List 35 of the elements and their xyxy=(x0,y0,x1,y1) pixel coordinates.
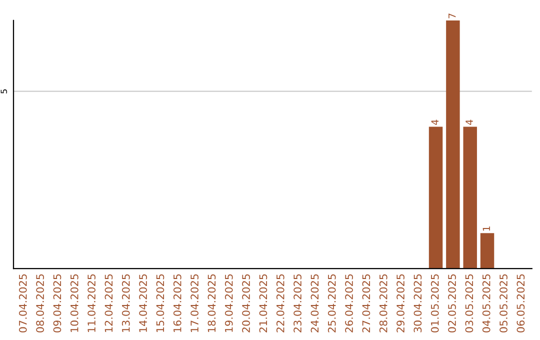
x-tick-label: 12.04.2025 xyxy=(104,274,113,332)
data-label: 7 xyxy=(448,14,456,18)
x-tick-label: 18.04.2025 xyxy=(208,274,216,332)
x-tick-label: 17.04.2025 xyxy=(190,274,198,332)
x-tick-label: 02.05.2025 xyxy=(448,274,456,332)
x-tick-label: 29.04.2025 xyxy=(396,274,404,332)
x-tick-label: 09.04.2025 xyxy=(53,274,62,332)
x-tick-label: 01.05.2025 xyxy=(430,274,439,332)
x-tick-label: 14.04.2025 xyxy=(139,274,147,332)
x-tick-label: 25.04.2025 xyxy=(328,274,336,332)
x-tick-label: 19.04.2025 xyxy=(224,274,233,332)
data-label: 4 xyxy=(431,120,438,125)
x-tick-label: 21.04.2025 xyxy=(259,274,268,332)
x-tick-label: 03.05.2025 xyxy=(465,274,474,332)
x-tick-label: 05.05.2025 xyxy=(500,274,508,332)
x-tick-label: 23.04.2025 xyxy=(294,274,302,332)
x-tick-label: 20.04.2025 xyxy=(242,274,250,332)
x-tick-label: 22.04.2025 xyxy=(276,274,284,332)
x-tick-label: 04.05.2025 xyxy=(482,274,490,332)
y-tick-label: 5 xyxy=(0,89,8,94)
x-tick-label: 28.04.2025 xyxy=(379,274,388,332)
x-tick-label: 08.04.2025 xyxy=(36,274,44,332)
x-tick-label: 26.04.2025 xyxy=(345,274,353,332)
x-tick-label: 07.04.2025 xyxy=(18,274,27,332)
x-tick-label: 27.04.2025 xyxy=(362,274,370,332)
data-label: 1 xyxy=(482,226,490,231)
x-tick-label: 16.04.2025 xyxy=(173,274,182,332)
x-tick-label: 13.04.2025 xyxy=(122,274,130,332)
x-tick-label: 06.05.2025 xyxy=(516,274,525,332)
x-tick-label: 30.04.2025 xyxy=(414,274,422,332)
x-tick-label: 24.04.2025 xyxy=(310,274,319,332)
data-label: 4 xyxy=(466,120,473,125)
x-tick-label: 10.04.2025 xyxy=(70,274,78,332)
x-tick-label: 11.04.2025 xyxy=(88,274,96,332)
x-tick-label: 15.04.2025 xyxy=(156,274,164,332)
